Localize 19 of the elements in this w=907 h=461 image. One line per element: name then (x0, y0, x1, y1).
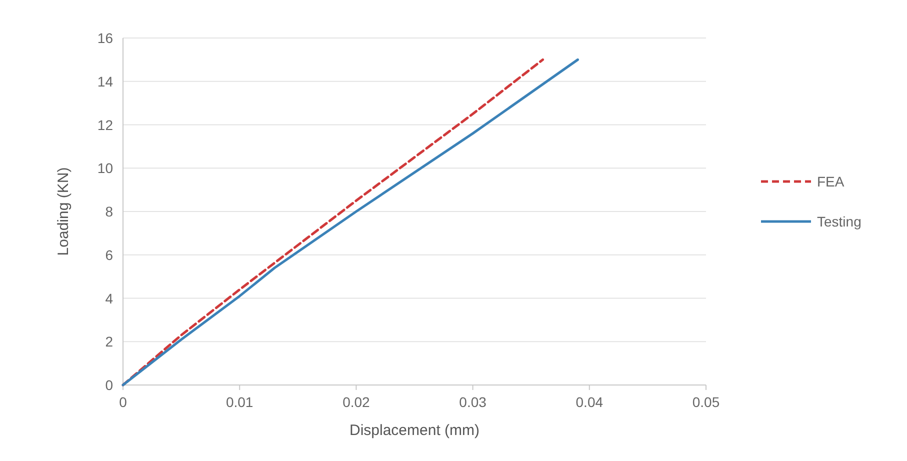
y-tick-label: 10 (97, 160, 114, 176)
x-tick-label: 0.03 (459, 394, 487, 410)
y-tick-label: 6 (105, 246, 114, 263)
y-tick-label: 12 (97, 116, 114, 133)
y-tick-label: 2 (105, 334, 114, 350)
y-tick-label: 16 (97, 30, 114, 46)
legend-label: Testing (817, 214, 862, 230)
y-tick-label: 8 (105, 204, 114, 220)
x-tick-label: 0.01 (226, 394, 254, 410)
y-axis-title: Loading (KN) (55, 167, 72, 256)
x-tick-label: 0.04 (576, 394, 604, 410)
x-tick-label: 0 (119, 394, 128, 410)
y-tick-label: 4 (105, 290, 114, 306)
x-tick-label: 0.05 (692, 394, 720, 410)
legend-label: FEA (817, 174, 845, 190)
y-tick-label: 14 (97, 73, 114, 90)
x-tick-label: 0.02 (342, 394, 370, 410)
x-axis-title: Displacement (mm) (349, 422, 480, 439)
y-tick-label: 0 (105, 377, 114, 393)
